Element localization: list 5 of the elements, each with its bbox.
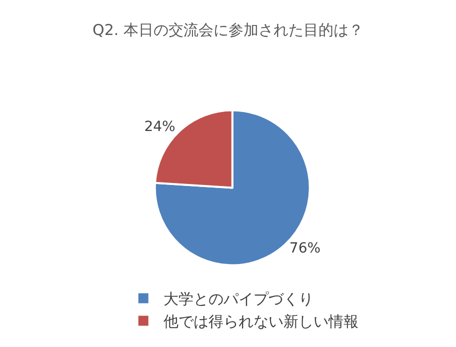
- legend-label: 他では得られない新しい情報: [163, 312, 358, 331]
- data-label: 76%: [289, 240, 321, 256]
- legend-label: 大学とのパイプづくり: [163, 290, 314, 308]
- data-label: 24%: [144, 119, 176, 136]
- chart-title: Q2. 本日の交流会に参加された目的は？: [92, 20, 364, 39]
